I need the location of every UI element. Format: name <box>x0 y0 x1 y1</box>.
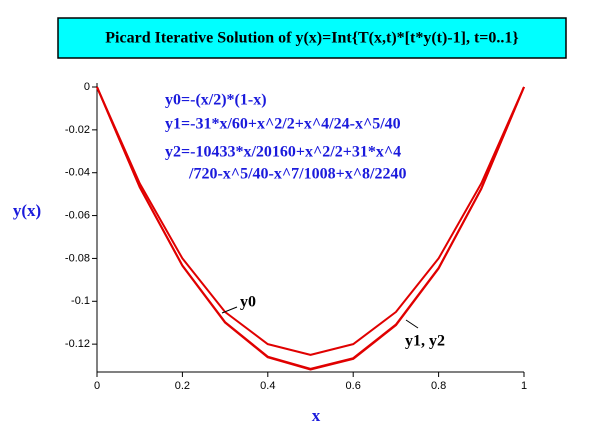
y-tick-label: -0.06 <box>65 209 90 221</box>
x-tick-label: 0.4 <box>260 380 275 392</box>
y-tick-label: -0.12 <box>65 338 90 350</box>
title-box <box>57 17 567 59</box>
x-tick-label: 0.8 <box>431 380 446 392</box>
annotation-pointer <box>221 306 238 314</box>
annotation: y1, y2 <box>405 333 445 350</box>
y-tick-label: -0.02 <box>65 124 90 136</box>
annotation-pointer <box>405 319 419 329</box>
annotation: y0 <box>240 294 256 311</box>
y-tick-label: -0.04 <box>65 167 90 179</box>
annotation: y2=-10433*x/20160+x^2/2+31*x^4 <box>165 144 401 161</box>
x-tick-label: 0 <box>94 380 100 392</box>
x-tick-label: 0.2 <box>175 380 190 392</box>
x-tick-label: 1 <box>521 380 527 392</box>
line-series <box>96 86 525 356</box>
chart-title: Picard Iterative Solution of y(x)=Int{T(… <box>105 30 518 47</box>
line-series <box>96 86 525 371</box>
y-tick-label: -0.1 <box>71 295 90 307</box>
x-axis-label: x <box>312 406 321 425</box>
y-axis-label: y(x) <box>13 201 41 220</box>
annotation: y0=-(x/2)*(1-x) <box>165 92 267 109</box>
y-tick-label: -0.08 <box>65 252 90 264</box>
y-tick-label: 0 <box>84 81 90 93</box>
x-tick-label: 0.6 <box>346 380 361 392</box>
annotation: y1=-31*x/60+x^2/2+x^4/24-x^5/40 <box>165 116 401 133</box>
annotation: /720-x^5/40-x^7/1008+x^8/2240 <box>188 166 406 183</box>
